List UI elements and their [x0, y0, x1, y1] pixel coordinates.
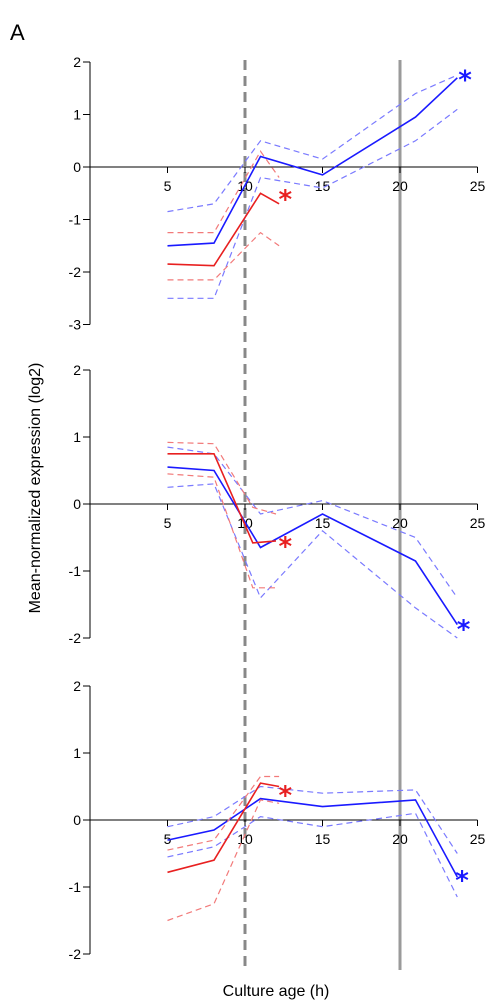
series-blue-dashed-2	[167, 108, 458, 299]
significance-star-red: *	[278, 532, 292, 562]
x-axis-label: Culture age (h)	[223, 983, 330, 1000]
y-tick-label: 2	[73, 678, 81, 694]
series-blue-solid-0	[167, 466, 458, 626]
y-tick-label: -2	[69, 946, 82, 962]
x-tick-label: 20	[392, 831, 408, 847]
x-tick-label: 20	[392, 178, 408, 194]
x-tick-label: 15	[315, 831, 331, 847]
panel-letter: A	[10, 20, 25, 45]
y-tick-label: 2	[73, 54, 81, 70]
x-tick-label: 5	[164, 178, 172, 194]
series-blue-dashed-2	[167, 812, 458, 898]
y-tick-label: 0	[73, 496, 81, 512]
series-red-dashed-4	[167, 441, 277, 515]
x-tick-label: 25	[470, 178, 486, 194]
x-tick-label: 10	[237, 831, 253, 847]
reference-lines	[243, 60, 402, 970]
y-tick-label: 1	[73, 745, 81, 761]
significance-star-blue: *	[455, 866, 469, 896]
series-red-solid-3	[167, 192, 280, 267]
series-red-dashed-5	[167, 799, 280, 922]
series-blue-dashed-1	[167, 446, 458, 599]
y-tick-label: 2	[73, 362, 81, 378]
series-red-dashed-4	[167, 150, 280, 234]
series-blue-solid-0	[167, 77, 458, 247]
x-tick-label: 25	[470, 831, 486, 847]
y-tick-label: -2	[69, 264, 82, 280]
y-tick-label: -1	[69, 212, 82, 228]
significance-star-blue: *	[458, 66, 472, 96]
series-red-dashed-4	[167, 775, 280, 851]
series-blue-dashed-1	[167, 74, 458, 213]
y-tick-label: 0	[73, 812, 81, 828]
series-blue-dashed-1	[167, 785, 458, 854]
y-tick-label: -1	[69, 879, 82, 895]
x-tick-label: 20	[392, 515, 408, 531]
y-tick-label: 1	[73, 429, 81, 445]
x-tick-label: 5	[164, 515, 172, 531]
y-tick-label: 1	[73, 107, 81, 123]
series-red-dashed-5	[167, 231, 280, 281]
series-red-solid-3	[167, 452, 277, 544]
significance-star-red: *	[278, 781, 292, 811]
series-blue-dashed-2	[167, 483, 458, 639]
series-red-solid-3	[167, 782, 280, 874]
x-tick-label: 15	[315, 178, 331, 194]
significance-star-red: *	[278, 185, 292, 215]
x-tick-label: 5	[164, 831, 172, 847]
significance-star-blue: *	[457, 615, 471, 645]
series-red-dashed-5	[167, 473, 276, 589]
y-axis-label: Mean-normalized expression (log2)	[27, 363, 44, 614]
x-tick-label: 25	[470, 515, 486, 531]
y-tick-label: 0	[73, 159, 81, 175]
x-tick-label: 15	[315, 515, 331, 531]
series-blue-solid-0	[167, 797, 459, 878]
y-tick-label: -3	[69, 317, 82, 333]
y-tick-label: -2	[69, 630, 82, 646]
y-tick-label: -1	[69, 563, 82, 579]
